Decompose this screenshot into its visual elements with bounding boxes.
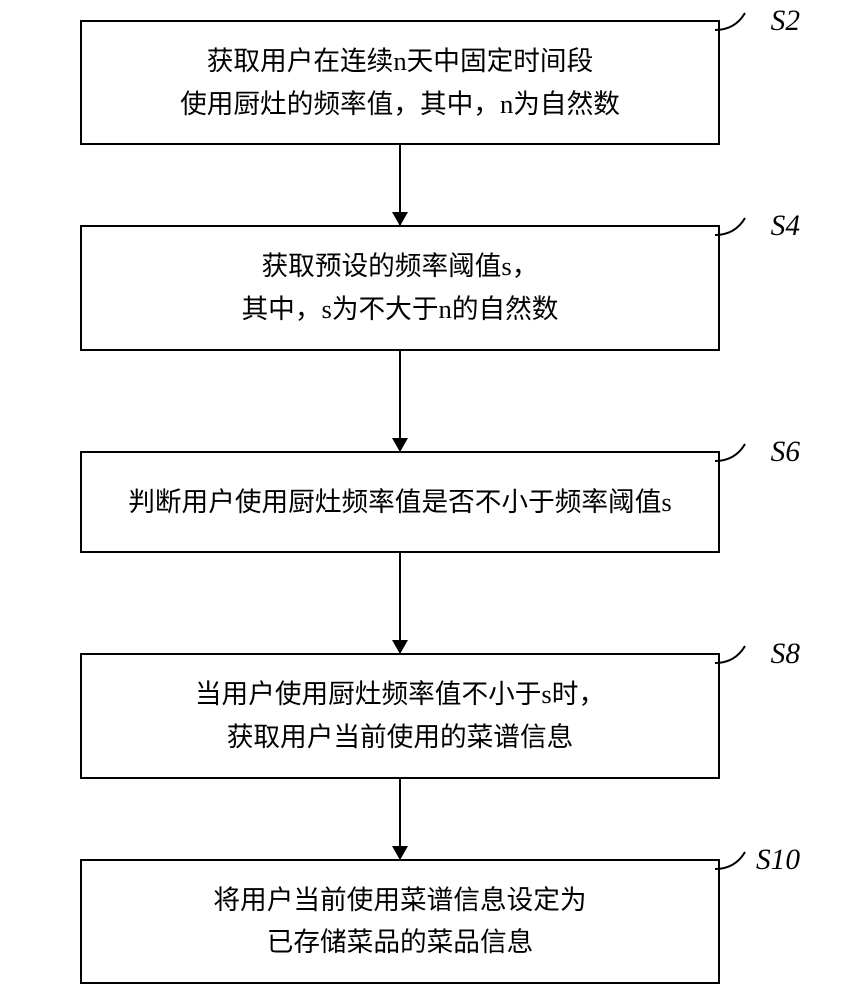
step-s6: S6 判断用户使用厨灶频率值是否不小于频率阈值s [50, 451, 750, 554]
step-text-line1: 当用户使用厨灶频率值不小于s时， [102, 673, 698, 716]
step-box: 获取用户在连续n天中固定时间段 使用厨灶的频率值，其中，n为自然数 [80, 20, 720, 145]
label-connector [715, 8, 760, 33]
step-box: 当用户使用厨灶频率值不小于s时， 获取用户当前使用的菜谱信息 [80, 653, 720, 778]
arrow-connector [50, 145, 750, 225]
step-s8: S8 当用户使用厨灶频率值不小于s时， 获取用户当前使用的菜谱信息 [50, 653, 750, 778]
step-box: 将用户当前使用菜谱信息设定为 已存储菜品的菜品信息 [80, 859, 720, 984]
step-s2: S2 获取用户在连续n天中固定时间段 使用厨灶的频率值，其中，n为自然数 [50, 20, 750, 145]
step-box: 判断用户使用厨灶频率值是否不小于频率阈值s [80, 451, 720, 554]
step-label: S4 [771, 210, 800, 243]
step-text-line1: 判断用户使用厨灶频率值是否不小于频率阈值s [102, 481, 698, 524]
step-box: 获取预设的频率阈值s， 其中，s为不大于n的自然数 [80, 225, 720, 350]
step-text-line2: 获取用户当前使用的菜谱信息 [102, 716, 698, 759]
step-label: S2 [771, 5, 800, 38]
step-label: S8 [771, 638, 800, 671]
label-connector [715, 847, 760, 872]
step-s10: S10 将用户当前使用菜谱信息设定为 已存储菜品的菜品信息 [50, 859, 750, 984]
step-text-line1: 获取预设的频率阈值s， [102, 245, 698, 288]
step-text-line2: 已存储菜品的菜品信息 [102, 921, 698, 964]
step-text-line2: 使用厨灶的频率值，其中，n为自然数 [102, 83, 698, 126]
arrow-connector [50, 553, 750, 653]
step-label: S6 [771, 436, 800, 469]
label-connector [715, 641, 760, 666]
step-s4: S4 获取预设的频率阈值s， 其中，s为不大于n的自然数 [50, 225, 750, 350]
flowchart-container: S2 获取用户在连续n天中固定时间段 使用厨灶的频率值，其中，n为自然数 S4 … [50, 20, 750, 984]
step-text-line1: 获取用户在连续n天中固定时间段 [102, 40, 698, 83]
arrow-connector [50, 351, 750, 451]
label-connector [715, 213, 760, 238]
arrow-connector [50, 779, 750, 859]
step-label: S10 [756, 844, 800, 877]
step-text-line1: 将用户当前使用菜谱信息设定为 [102, 879, 698, 922]
label-connector [715, 439, 760, 464]
step-text-line2: 其中，s为不大于n的自然数 [102, 288, 698, 331]
